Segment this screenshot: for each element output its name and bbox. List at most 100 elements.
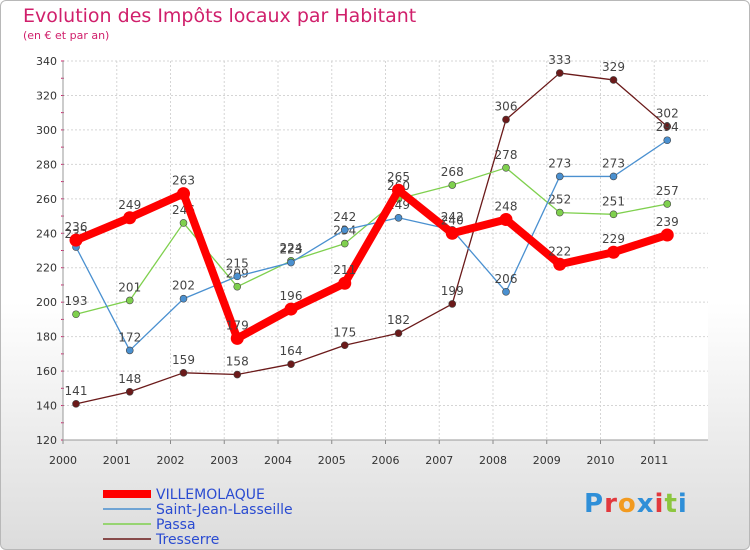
y-tick-label: 260 xyxy=(36,193,57,206)
data-point xyxy=(663,200,672,208)
data-label: 141 xyxy=(65,384,88,398)
data-point xyxy=(555,208,564,217)
data-label: 251 xyxy=(602,194,625,208)
data-point xyxy=(448,300,457,308)
data-label: 249 xyxy=(118,198,141,212)
data-point xyxy=(609,172,618,181)
data-label: 242 xyxy=(333,210,356,224)
data-point xyxy=(179,294,188,303)
data-point xyxy=(555,172,564,181)
data-label: 302 xyxy=(656,106,679,120)
data-label: 273 xyxy=(602,156,625,170)
data-label: 252 xyxy=(548,193,571,207)
legend-label: Passa xyxy=(156,517,196,533)
data-label: 306 xyxy=(495,100,518,114)
data-label: 179 xyxy=(226,318,249,332)
data-label: 172 xyxy=(118,330,141,344)
x-tick-label: 2001 xyxy=(103,454,131,467)
data-point xyxy=(445,226,459,240)
data-label: 268 xyxy=(441,165,464,179)
series-line-Saint-Jean-Lasseille xyxy=(75,139,668,352)
y-tick-label: 160 xyxy=(36,365,57,378)
data-label: 222 xyxy=(548,244,571,258)
data-point xyxy=(233,282,242,291)
data-point xyxy=(123,211,137,225)
y-tick-label: 240 xyxy=(36,227,57,240)
chart-subtitle: (en € et par an) xyxy=(23,29,110,42)
data-label: 294 xyxy=(656,120,679,134)
data-point xyxy=(448,181,457,189)
data-label: 158 xyxy=(226,355,249,369)
logo-letter: i xyxy=(677,489,688,519)
proxiti-logo: Proxiti xyxy=(584,489,688,519)
y-tick-label: 180 xyxy=(36,331,57,344)
logo-letter: P xyxy=(584,489,605,519)
data-label: 257 xyxy=(656,184,679,198)
x-tick-label: 2006 xyxy=(372,454,400,467)
data-point xyxy=(177,187,190,201)
y-tick-label: 280 xyxy=(36,158,57,171)
data-point xyxy=(284,302,298,316)
data-point xyxy=(499,212,513,226)
data-label: 196 xyxy=(280,289,303,303)
x-tick-label: 2008 xyxy=(479,454,507,467)
logo-letter: r xyxy=(604,489,618,519)
data-label: 240 xyxy=(441,213,464,227)
data-label: 236 xyxy=(65,220,88,234)
legend-label: VILLEMOLAQUE xyxy=(156,487,265,503)
data-point xyxy=(502,164,510,172)
x-tick-label: 2002 xyxy=(157,454,185,467)
data-point xyxy=(287,258,295,267)
logo-letter: x xyxy=(636,489,655,519)
data-label: 202 xyxy=(172,279,195,293)
y-tick-label: 200 xyxy=(36,296,57,309)
x-tick-label: 2011 xyxy=(640,454,668,467)
logo-letter: t xyxy=(664,489,678,519)
y-tick-label: 340 xyxy=(36,55,57,68)
data-point xyxy=(125,296,134,305)
logo-letter: i xyxy=(654,489,665,519)
x-tick-label: 2003 xyxy=(210,454,238,467)
data-label: 229 xyxy=(602,232,625,246)
data-label: 273 xyxy=(548,156,571,170)
y-tick-label: 320 xyxy=(36,89,57,102)
data-label: 223 xyxy=(280,243,303,257)
x-tick-label: 2009 xyxy=(533,454,561,467)
series-line-Tresserre xyxy=(75,72,668,405)
data-point xyxy=(69,233,83,247)
data-point xyxy=(125,346,134,355)
data-label: 206 xyxy=(495,272,518,286)
data-point xyxy=(72,310,80,319)
data-label: 265 xyxy=(387,170,410,184)
y-tick-label: 140 xyxy=(36,400,57,413)
y-tick-label: 220 xyxy=(36,262,57,275)
data-label: 224 xyxy=(280,241,303,255)
data-label: 242 xyxy=(441,210,464,224)
data-point xyxy=(340,239,349,248)
x-tick-label: 2010 xyxy=(587,454,615,467)
data-point xyxy=(392,183,405,197)
legend-label: Saint-Jean-Lasseille xyxy=(156,502,293,518)
data-point xyxy=(607,245,620,259)
data-label: 164 xyxy=(280,344,303,358)
series-line-Passa xyxy=(75,167,668,315)
data-point xyxy=(287,360,295,369)
data-point xyxy=(338,276,352,290)
y-tick-label: 120 xyxy=(36,434,57,447)
data-label: 329 xyxy=(602,60,625,74)
data-label: 248 xyxy=(495,199,518,213)
data-point xyxy=(394,329,403,337)
data-label: 159 xyxy=(172,353,195,367)
data-point xyxy=(502,288,510,296)
data-label: 239 xyxy=(656,215,679,229)
data-point xyxy=(660,228,674,242)
logo-letter: o xyxy=(617,489,637,519)
data-point xyxy=(340,341,349,350)
data-point xyxy=(663,136,672,145)
data-label: 201 xyxy=(118,280,141,294)
data-label: 199 xyxy=(441,284,464,298)
data-point xyxy=(233,370,242,379)
data-point xyxy=(609,76,618,84)
